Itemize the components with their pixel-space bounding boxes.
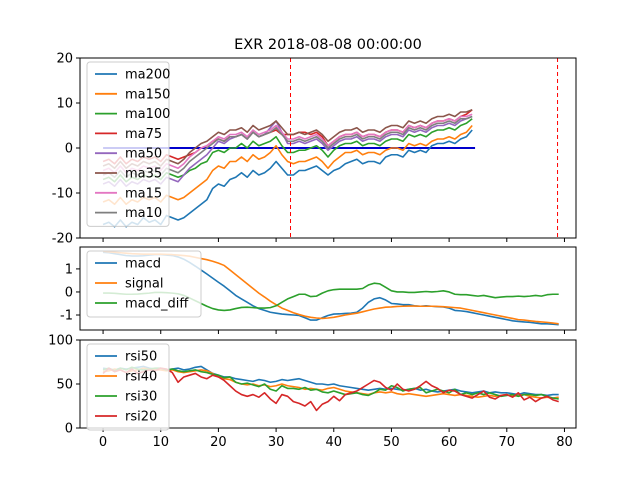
- legend-label-ma75: ma75: [125, 127, 162, 142]
- x-tick-label-40: 40: [325, 435, 342, 450]
- y-tick-label-macd--1: -1: [60, 309, 73, 324]
- legend-label-rsi30: rsi30: [125, 390, 157, 405]
- x-tick-label-0: 0: [99, 435, 107, 450]
- y-tick-label-ma--10: -10: [52, 187, 73, 202]
- y-tick-label-ma--20: -20: [52, 232, 73, 247]
- chart-title: EXR 2018-08-08 00:00:00: [234, 37, 422, 53]
- y-tick-label-rsi-0: 0: [65, 422, 73, 437]
- plot-area-rsi: [102, 365, 559, 412]
- legend-label-ma200: ma200: [125, 68, 170, 83]
- y-tick-label-macd-0: 0: [65, 285, 73, 300]
- plot-area-ma: [102, 58, 559, 238]
- panel-rsi: 0 50 100 0 10 20 30 40 50 60 70 80 rsi50 rsi40 rsi30 rs…: [48, 334, 577, 450]
- legend-box-macd: [86, 250, 202, 318]
- legend-label-signal: signal: [125, 277, 163, 292]
- legend-label-ma35: ma35: [125, 167, 162, 182]
- axes-frame-macd: [79, 246, 577, 331]
- y-tick-label-ma-10: 10: [56, 97, 73, 112]
- series-line-rsi20: [102, 367, 559, 412]
- legend-label-ma15: ma15: [125, 186, 162, 201]
- legend-label-macd: macd: [125, 257, 161, 272]
- panels: -20-1001020ma200ma150ma100ma75ma50ma35ma…: [48, 52, 577, 450]
- x-tick-label-20: 20: [210, 435, 227, 450]
- x-tick-label-10: 10: [152, 435, 169, 450]
- y-tick-label-macd-1: 1: [65, 262, 73, 277]
- legend-label-macd_diff: macd_diff: [125, 297, 189, 312]
- legend-label-rsi50: rsi50: [125, 350, 157, 365]
- series-line-rsi40: [102, 367, 559, 399]
- legend-label-rsi20: rsi20: [125, 410, 157, 425]
- legend-label-ma100: ma100: [125, 107, 170, 122]
- x-tick-label-60: 60: [441, 435, 458, 450]
- x-tick-label-50: 50: [383, 435, 400, 450]
- legend-label-ma150: ma150: [125, 87, 170, 102]
- series-line-rsi30: [102, 366, 559, 400]
- legend-box-rsi: [86, 343, 170, 431]
- legend-label-ma50: ma50: [125, 147, 162, 162]
- panel-ma: -20 -10 0 10 20 ma200 ma150 ma100 ma75 ma50 ma35 ma…: [52, 52, 577, 247]
- legend-box-ma: [86, 61, 170, 227]
- y-tick-label-ma-20: 20: [56, 52, 73, 67]
- x-tick-label-30: 30: [268, 435, 285, 450]
- legend-label-ma10: ma10: [125, 206, 162, 221]
- y-tick-label-rsi-100: 100: [48, 334, 73, 349]
- x-tick-label-70: 70: [499, 435, 516, 450]
- y-tick-label-rsi-50: 50: [56, 378, 73, 393]
- legend-label-rsi40: rsi40: [125, 370, 157, 385]
- x-tick-label-80: 80: [556, 435, 573, 450]
- y-tick-label-ma-0: 0: [65, 142, 73, 157]
- panel-macd: -1 0 1 macd signal macd_diff: [60, 246, 577, 334]
